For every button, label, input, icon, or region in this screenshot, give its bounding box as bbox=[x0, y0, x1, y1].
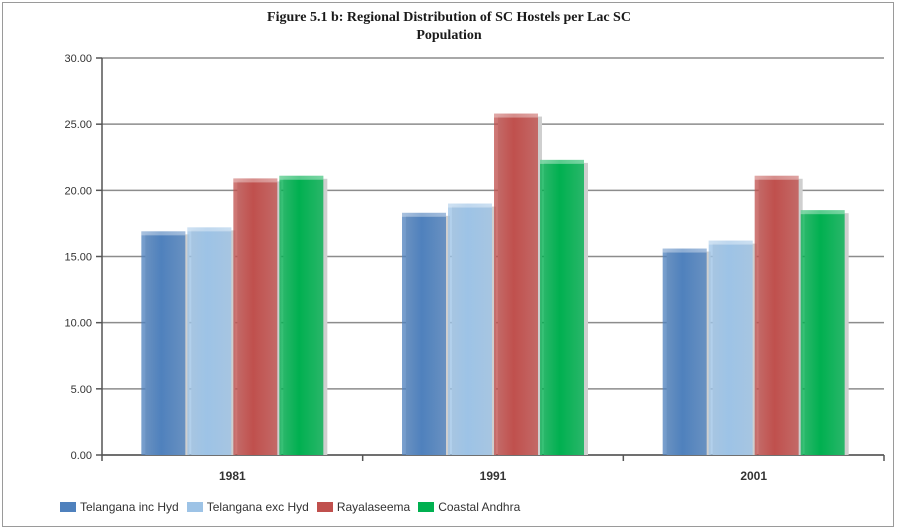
bar-telangana-exc-hyd-1981 bbox=[187, 227, 232, 455]
bar-coastal-andhra-2001 bbox=[800, 210, 845, 455]
legend-label: Telangana inc Hyd bbox=[80, 500, 179, 514]
legend-label: Rayalaseema bbox=[336, 500, 411, 514]
legend-swatch bbox=[186, 502, 203, 512]
bar-rayalaseema-1991 bbox=[494, 113, 538, 455]
chart-title-line2: Population bbox=[416, 28, 482, 43]
legend-swatch bbox=[418, 502, 435, 512]
bar-rayalaseema-1981 bbox=[233, 178, 278, 455]
bar-telangana-exc-hyd-2001 bbox=[708, 240, 753, 455]
bar-top-highlight bbox=[494, 113, 538, 118]
bar-top-highlight bbox=[279, 175, 324, 180]
bar-top-highlight bbox=[662, 248, 707, 253]
bar-top-highlight bbox=[233, 178, 278, 183]
y-tick-label: 30.00 bbox=[64, 53, 92, 65]
legend: Telangana inc Hyd Telangana exc Hyd Rayala… bbox=[60, 497, 860, 517]
x-tick-label: 2001 bbox=[740, 469, 767, 483]
y-tick-label: 25.00 bbox=[64, 119, 92, 131]
bar-top-highlight bbox=[141, 231, 186, 236]
bar-telangana-inc-hyd-2001 bbox=[662, 248, 707, 455]
legend-label: Telangana exc Hyd bbox=[206, 500, 309, 514]
x-tick-label: 1981 bbox=[219, 469, 246, 483]
y-tick-label: 20.00 bbox=[64, 185, 92, 197]
bar-top-highlight bbox=[540, 159, 584, 164]
bar-coastal-andhra-1991 bbox=[540, 159, 584, 455]
y-tick-label: 10.00 bbox=[64, 318, 92, 330]
bar-top-highlight bbox=[754, 175, 799, 180]
bar-rayalaseema-2001 bbox=[754, 175, 799, 455]
bar-telangana-inc-hyd-1981 bbox=[141, 231, 186, 455]
x-tick-label: 1991 bbox=[480, 469, 507, 483]
legend-item: Coastal Andhra bbox=[418, 500, 520, 514]
legend-item: Telangana inc Hyd bbox=[60, 500, 179, 514]
legend-item: Rayalaseema bbox=[316, 500, 411, 514]
bar-telangana-inc-hyd-1991 bbox=[402, 212, 446, 455]
legend-label: Coastal Andhra bbox=[438, 500, 521, 514]
legend-swatch bbox=[316, 502, 333, 512]
bar-top-highlight bbox=[187, 227, 232, 232]
bar-telangana-exc-hyd-1991 bbox=[448, 203, 492, 455]
legend-item: Telangana exc Hyd bbox=[186, 500, 309, 514]
bar-top-highlight bbox=[800, 210, 845, 215]
y-tick-label: 5.00 bbox=[71, 384, 92, 396]
y-tick-label: 0.00 bbox=[71, 450, 92, 462]
legend-swatch bbox=[60, 502, 76, 512]
bar-coastal-andhra-1981 bbox=[279, 175, 324, 455]
y-tick-label: 15.00 bbox=[64, 252, 92, 264]
bar-top-highlight bbox=[448, 203, 492, 208]
chart-title: Figure 5.1 b: Regional Distribution of S… bbox=[267, 10, 631, 25]
bar-top-highlight bbox=[402, 212, 446, 217]
bar-top-highlight bbox=[708, 240, 753, 245]
